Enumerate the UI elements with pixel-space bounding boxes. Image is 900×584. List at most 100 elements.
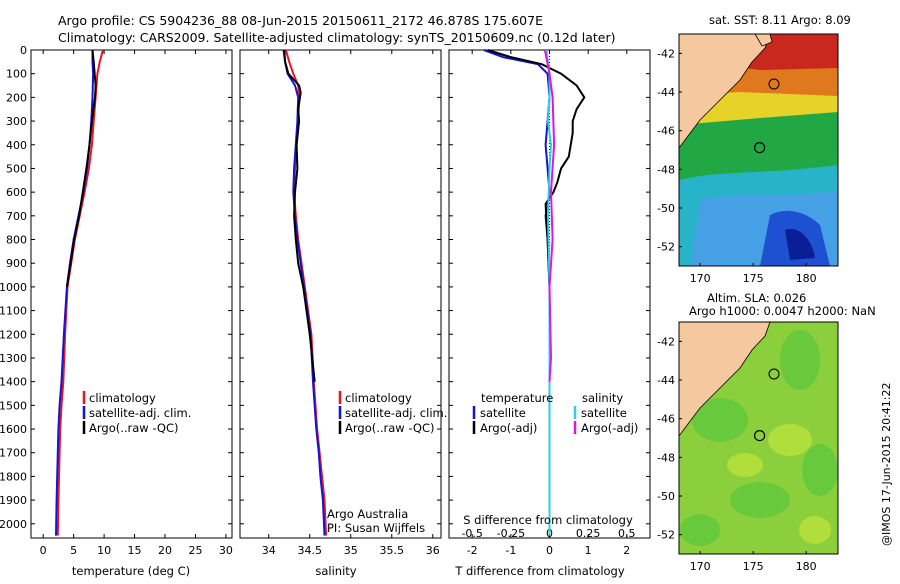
x-tick-label: 20 (158, 544, 172, 557)
annotation-institution: Argo Australia (327, 507, 408, 521)
temperature-panel (30, 49, 233, 539)
x2-tick-label: 0.5 (618, 527, 636, 540)
map-x-tick-label: 170 (690, 560, 711, 573)
x-tick-label: 30 (219, 544, 233, 557)
map-x-tick-label: 170 (690, 272, 711, 285)
temperature-legend: climatology satellite-adj. clim. Argo(..… (82, 391, 191, 435)
legend-temperature-title: temperature (481, 391, 553, 405)
depth-tick-label: 2000 (0, 518, 27, 531)
difference-legend-temperature: temperature satellite Argo(-adj) (472, 391, 553, 435)
difference-xlabel: T difference from climatology (454, 564, 625, 578)
depth-tick-label: 800 (6, 234, 27, 247)
x2-tick-label: -0.5 (461, 527, 482, 540)
salinity-panel (239, 49, 442, 539)
footer-stamp: @IMOS 17-Jun-2015 20:41:22 (880, 382, 893, 546)
depth-tick-label: 1000 (0, 281, 27, 294)
depth-tick-label: 1900 (0, 494, 27, 507)
x-tick-label: 10 (97, 544, 111, 557)
sst-argo-marker (753, 142, 766, 154)
map-y-tick-label: -42 (657, 335, 675, 348)
map-y-tick-label: -46 (657, 413, 675, 426)
legend-t-satellite: satellite (480, 406, 526, 420)
sla-map-frame (678, 321, 839, 555)
depth-tick-label: 500 (6, 162, 27, 175)
legend-climatology: climatology (89, 391, 156, 405)
series-salinity-satellite (545, 49, 553, 536)
difference-chart: -2 -1 0 1 2-0.5 -0.25 0 0.25 0.5 (461, 49, 636, 557)
depth-tick-label: 900 (6, 257, 27, 270)
sla-land-mass (679, 322, 771, 437)
header-line-2: Climatology: CARS2009. Satellite-adjuste… (58, 30, 615, 45)
sla-map-ticks: 170 175 180 -42 -44 -46 -48 -50 -52 (657, 335, 817, 573)
depth-tick-label: 700 (6, 210, 27, 223)
salinity-legend: climatology satellite-adj. clim. Argo(..… (338, 391, 447, 435)
series-satellite-adj-clim- (282, 49, 326, 536)
sst-field-layers (679, 34, 838, 266)
map-y-tick-label: -48 (657, 163, 675, 176)
depth-tick-label: 1500 (0, 399, 27, 412)
map-x-tick-label: 180 (796, 560, 817, 573)
x-tick-label: 2 (623, 544, 630, 557)
sst-feature-marker (768, 78, 780, 90)
temperature-xlabel: temperature (deg C) (72, 564, 190, 578)
depth-tick-label: 1200 (0, 328, 27, 341)
depth-tick-label: 100 (6, 68, 27, 81)
depth-tick-label: 1700 (0, 447, 27, 460)
depth-tick-label: 1400 (0, 376, 27, 389)
map-y-tick-label: -44 (657, 374, 675, 387)
x-tick-label: 25 (188, 544, 202, 557)
depth-tick-label: 400 (6, 139, 27, 152)
annotation-pi: PI: Susan Wijffels (327, 521, 425, 535)
x-tick-label: 35.5 (380, 544, 405, 557)
sla-patches-light (727, 424, 831, 544)
sla-argo-marker (753, 430, 766, 442)
map-y-tick-label: -42 (657, 47, 675, 60)
x-tick-label: 0 (40, 544, 47, 557)
x-tick-label: 36 (426, 544, 440, 557)
depth-tick-label: 1800 (0, 470, 27, 483)
x-tick-label: 1 (585, 544, 592, 557)
map-y-tick-label: -50 (657, 490, 675, 503)
legend-climatology: climatology (345, 391, 412, 405)
salinity-annotation: Argo Australia PI: Susan Wijffels (327, 507, 425, 535)
x-tick-label: 34 (262, 544, 276, 557)
map-y-tick-label: -50 (657, 202, 675, 215)
sla-map: 170 175 180 -42 -44 -46 -48 -50 -52 (657, 321, 839, 573)
sst-map-title: sat. SST: 8.11 Argo: 8.09 (709, 13, 851, 27)
salinity-chart: 34 34.5 35 35.5 36 (262, 49, 440, 557)
sst-map-frame (678, 33, 839, 267)
depth-tick-label: 1100 (0, 305, 27, 318)
x-tick-label: 0 (546, 544, 553, 557)
map-y-tick-label: -46 (657, 125, 675, 138)
header-line-1: Argo profile: CS 5904236_88 08-Jun-2015 … (58, 13, 543, 28)
sla-field-layers (679, 322, 838, 546)
x-tick-label: 35 (344, 544, 358, 557)
legend-t-argo: Argo(-adj) (480, 421, 537, 435)
map-y-tick-label: -44 (657, 86, 675, 99)
map-x-tick-label: 180 (796, 272, 817, 285)
x-tick-label: 15 (128, 544, 142, 557)
legend-satellite-adj: satellite-adj. clim. (89, 406, 191, 420)
map-x-tick-label: 175 (743, 272, 764, 285)
legend-argo: Argo(..raw -QC) (89, 421, 179, 435)
legend-s-argo: Argo(-adj) (581, 421, 638, 435)
sla-map-title: Altim. SLA: 0.026 (707, 291, 806, 305)
legend-salinity-title: salinity (582, 391, 623, 405)
sst-map-ticks: 170 175 180 -42 -44 -46 -48 -50 -52 (657, 47, 817, 285)
legend-satellite-adj: satellite-adj. clim. (345, 406, 447, 420)
map-y-tick-label: -52 (657, 529, 675, 542)
temperature-chart: 0 5 10 15 20 25 30 (40, 49, 233, 557)
x2-tick-label: -0.25 (497, 527, 525, 540)
x-tick-label: -2 (467, 544, 478, 557)
sla-patches-mid (680, 330, 838, 546)
series-argo-raw-qc- (65, 49, 97, 288)
sla-feature-marker (768, 368, 780, 380)
map-y-tick-label: -48 (657, 451, 675, 464)
depth-tick-label: 1600 (0, 423, 27, 436)
sst-map: 170 175 180 -42 -44 -46 -48 -50 -52 (657, 33, 839, 285)
salinity-xlabel: salinity (315, 564, 356, 578)
sla-map-subtitle: Argo h1000: 0.0047 h2000: NaN (689, 304, 876, 318)
map-y-tick-label: -52 (657, 241, 675, 254)
series-salinity-argo-adj- (543, 49, 556, 382)
difference-x2label: S difference from climatology (463, 513, 633, 527)
